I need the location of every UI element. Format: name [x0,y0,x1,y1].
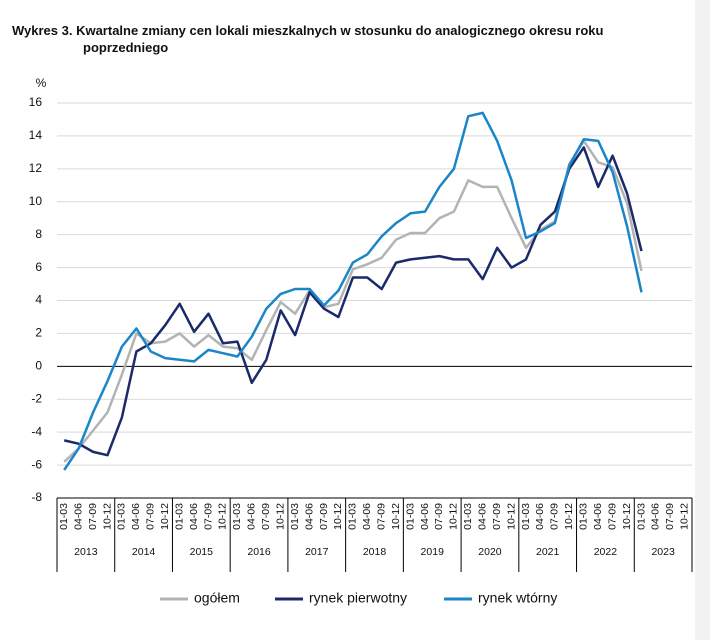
year-label: 2016 [247,546,271,558]
x-tick-label: 04-06 [303,503,315,530]
x-tick-label: 10-12 [621,503,633,530]
x-tick-label: 01-03 [520,503,532,530]
year-label: 2021 [536,546,560,558]
y-tick-label: -2 [31,391,42,405]
y-tick-label: 10 [29,194,43,208]
y-tick-label: -8 [31,490,42,504]
x-tick-label: 07-09 [433,503,445,530]
x-tick-label: 01-03 [404,503,416,530]
x-tick-label: 07-09 [491,503,503,530]
x-tick-label: 04-06 [188,503,200,530]
x-tick-label: 01-03 [347,503,359,530]
year-label: 2014 [132,546,156,558]
x-tick-label: 04-06 [419,503,431,530]
chart-title: Wykres 3. Kwartalne zmiany cen lokali mi… [12,23,604,55]
legend-label: rynek wtórny [478,590,557,606]
x-tick-label: 10-12 [448,503,460,530]
x-tick-label: 10-12 [563,503,575,530]
y-tick-label: 16 [29,95,43,109]
x-tick-label: 07-09 [260,503,272,530]
x-tick-label: 10-12 [101,503,113,530]
y-tick-label: 8 [35,227,42,241]
x-tick-label: 01-03 [635,503,647,530]
year-label: 2013 [74,546,98,558]
series-line [63,111,643,471]
x-tick-label: 10-12 [332,503,344,530]
x-tick-label: 04-06 [130,503,142,530]
year-label: 2017 [305,546,329,558]
x-tick-label: 01-03 [173,503,185,530]
x-tick-label: 04-06 [246,503,258,530]
x-tick-label: 10-12 [505,503,517,530]
x-tick-label: 07-09 [606,503,618,530]
x-tick-label: 10-12 [159,503,171,530]
y-tick-label: -6 [31,457,42,471]
x-tick-label: 10-12 [390,503,402,530]
year-label: 2020 [478,546,502,558]
y-tick-label: 12 [29,161,43,175]
y-unit: % [36,76,47,90]
x-tick-label: 07-09 [549,503,561,530]
x-tick-label: 01-03 [116,503,128,530]
y-tick-label: 4 [35,293,42,307]
x-tick-label: 07-09 [375,503,387,530]
year-label: 2018 [363,546,387,558]
y-tick-label: -4 [31,424,42,438]
x-tick-label: 07-09 [87,503,99,530]
x-tick-label: 04-06 [477,503,489,530]
year-label: 2015 [190,546,214,558]
x-tick-label: 07-09 [664,503,676,530]
x-tick-label: 01-03 [231,503,243,530]
x-tick-label: 04-06 [534,503,546,530]
x-tick-label: 07-09 [145,503,157,530]
side-strip [695,0,710,640]
year-label: 2022 [594,546,618,558]
x-tick-label: 10-12 [217,503,229,530]
x-tick-label: 07-09 [202,503,214,530]
series-line [63,146,643,457]
x-tick-label: 04-06 [361,503,373,530]
year-label: 2019 [421,546,445,558]
x-tick-label: 04-06 [592,503,604,530]
x-tick-label: 01-03 [289,503,301,530]
y-tick-label: 0 [35,359,42,373]
series-line [63,139,643,463]
legend-label: ogółem [194,590,240,606]
x-tick-label: 10-12 [274,503,286,530]
x-tick-label: 04-06 [72,503,84,530]
x-tick-label: 04-06 [650,503,662,530]
x-tick-label: 10-12 [679,503,691,530]
x-tick-label: 01-03 [578,503,590,530]
year-label: 2023 [651,546,675,558]
legend-label: rynek pierwotny [309,590,407,606]
y-tick-label: 2 [35,326,42,340]
x-tick-label: 01-03 [58,503,70,530]
x-tick-label: 07-09 [318,503,330,530]
x-tick-label: 01-03 [462,503,474,530]
y-tick-label: 14 [29,128,43,142]
y-tick-label: 6 [35,260,42,274]
